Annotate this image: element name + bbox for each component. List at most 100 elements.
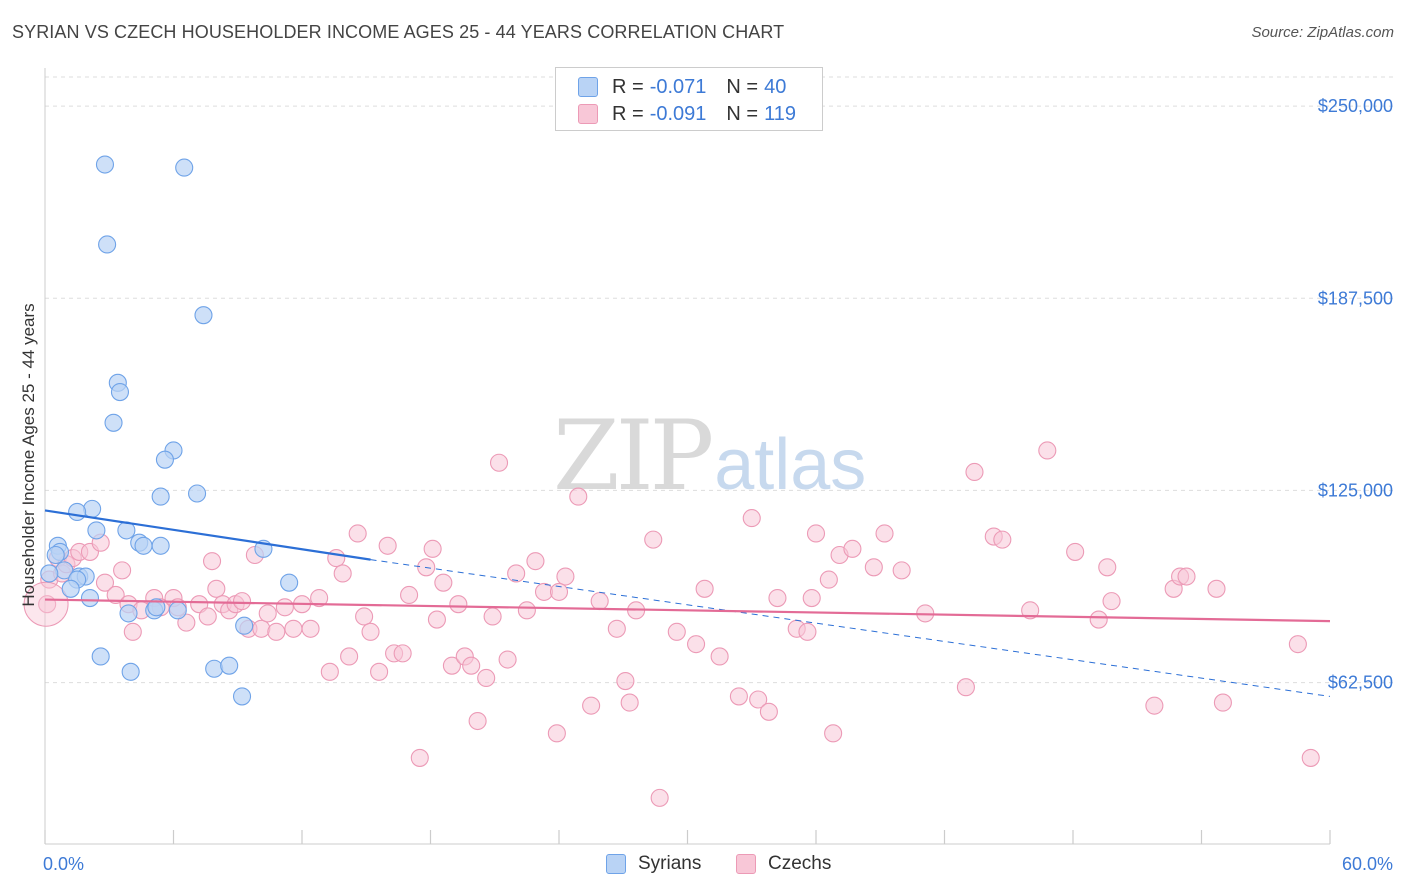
czech-point	[798, 622, 817, 641]
czech-point	[556, 567, 575, 586]
syrians-swatch	[578, 77, 598, 97]
syrian-point	[168, 601, 187, 620]
syrian-point	[235, 616, 254, 635]
syrians-swatch	[606, 854, 626, 874]
syrian-point	[205, 659, 224, 678]
czech-point	[1207, 579, 1226, 598]
syrians-label: Syrians	[638, 853, 702, 874]
czech-point	[644, 530, 663, 549]
czech-point	[483, 607, 502, 626]
y-tick-label: $125,000	[1318, 480, 1393, 500]
czech-point	[258, 604, 277, 623]
czech-point	[393, 644, 412, 663]
czech-point	[203, 552, 222, 571]
y-axis-label: Householder Income Ages 25 - 44 years	[19, 303, 38, 606]
czech-point	[620, 693, 639, 712]
czech-point	[1288, 635, 1307, 654]
syrians-trend-line	[44, 509, 371, 561]
czech-point	[616, 672, 635, 691]
czech-point	[232, 592, 252, 611]
syrian-point	[134, 536, 153, 555]
bottom-legend-czechs[interactable]: Czechs	[736, 852, 831, 876]
czech-point	[355, 607, 374, 626]
czech-point	[1213, 693, 1232, 712]
n-label: N =	[726, 102, 759, 125]
czech-point	[1038, 441, 1057, 460]
czech-point	[462, 656, 481, 675]
czech-point	[123, 622, 142, 641]
syrians-r-value: -0.071	[649, 75, 707, 98]
czech-point	[348, 524, 367, 543]
czech-point	[806, 524, 826, 543]
czech-point	[361, 622, 380, 641]
czech-point	[742, 509, 761, 528]
czech-point	[526, 552, 545, 571]
y-tick-label: $187,500	[1318, 288, 1393, 308]
grid-lines	[45, 76, 1393, 684]
syrian-point	[175, 158, 194, 177]
czechs-swatch	[736, 854, 756, 874]
czech-point	[590, 592, 609, 611]
syrian-points	[40, 155, 299, 706]
czech-point	[749, 690, 768, 709]
czech-point	[284, 619, 303, 638]
czech-point	[410, 748, 429, 767]
r-label: R =	[612, 75, 644, 98]
syrian-point	[151, 487, 170, 506]
y-tick-label: $62,500	[1328, 673, 1393, 693]
czech-point	[400, 585, 419, 605]
czech-point	[301, 619, 320, 638]
syrian-point	[220, 656, 239, 675]
syrian-point	[232, 687, 252, 706]
czech-point	[267, 622, 286, 641]
trend-lines	[44, 509, 1331, 697]
czech-point	[1301, 748, 1320, 767]
czech-point	[320, 662, 339, 681]
czechs-label: Czechs	[768, 853, 832, 874]
czech-point	[113, 561, 132, 580]
czech-point	[489, 453, 509, 472]
syrian-point	[147, 598, 166, 617]
bottom-legend-syrians[interactable]: Syrians	[606, 852, 701, 876]
source-label: Source: ZipAtlas.com	[1251, 24, 1394, 41]
syrian-point	[110, 382, 130, 402]
czech-point	[759, 702, 778, 721]
czech-point	[275, 598, 294, 617]
czech-point	[607, 619, 626, 638]
syrian-point	[80, 588, 100, 608]
czech-point	[1089, 610, 1108, 629]
axes	[44, 68, 1331, 845]
czech-point	[177, 613, 196, 632]
czech-point	[423, 539, 442, 558]
czech-point	[824, 724, 843, 743]
czech-point	[864, 558, 883, 577]
czech-point	[547, 724, 566, 743]
czech-point	[434, 573, 453, 592]
syrian-point	[280, 573, 299, 592]
czech-point	[468, 711, 487, 731]
czech-point	[427, 610, 446, 629]
czech-point	[498, 650, 517, 669]
syrians-trend-extension	[370, 559, 1331, 697]
czech-point	[710, 647, 729, 666]
syrian-point	[61, 579, 80, 598]
r-label: R =	[612, 102, 644, 125]
syrian-point	[188, 484, 207, 503]
czech-point	[370, 662, 389, 681]
czech-point	[1066, 542, 1085, 561]
czech-points	[23, 441, 1320, 807]
syrian-point	[98, 235, 117, 254]
czech-point	[1102, 592, 1121, 611]
czech-point	[667, 622, 686, 641]
czech-point	[23, 581, 69, 627]
czech-point	[190, 595, 209, 614]
syrian-point	[95, 155, 115, 174]
czech-point	[517, 601, 536, 620]
stats-legend: R = -0.071 N = 40 R = -0.091 N = 119	[555, 67, 823, 131]
syrian-point	[46, 545, 65, 565]
czech-point	[843, 539, 862, 558]
czech-point	[1145, 696, 1164, 715]
czech-point	[310, 588, 329, 608]
czech-point	[965, 462, 984, 482]
czech-point	[1177, 567, 1196, 586]
